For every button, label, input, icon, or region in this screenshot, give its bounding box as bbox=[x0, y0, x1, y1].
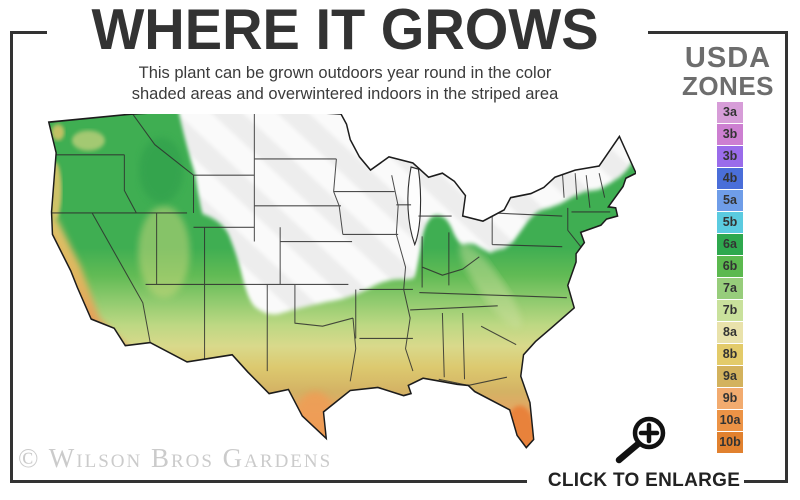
legend-zone-chip-6b: 6b bbox=[717, 256, 743, 277]
legend-zone-chip-9b: 9b bbox=[717, 388, 743, 409]
legend-title-zones: ZONES bbox=[681, 71, 775, 101]
legend-zone-chip-10b: 10b bbox=[717, 432, 743, 453]
legend-zone-chip-5b: 5b bbox=[717, 212, 743, 233]
click-to-enlarge-button[interactable]: CLICK TO ENLARGE bbox=[547, 470, 741, 491]
frame-border-right bbox=[785, 31, 788, 483]
subtitle: This plant can be grown outdoors year ro… bbox=[0, 63, 690, 105]
subtitle-line-2: shaded areas and overwintered indoors in… bbox=[131, 85, 559, 103]
california-coast-shading bbox=[48, 205, 134, 357]
legend-zone-chip-7b: 7b bbox=[717, 300, 743, 321]
legend-zone-chip-9a: 9a bbox=[717, 366, 743, 387]
legend-zone-chip-3b: 3b bbox=[717, 124, 743, 145]
legend-zone-chip-8b: 8b bbox=[717, 344, 743, 365]
legend-zone-chip-8a: 8a bbox=[717, 322, 743, 343]
frame-border-top-right bbox=[648, 31, 788, 34]
page-title: WHERE IT GROWS bbox=[91, 0, 599, 62]
frame-border-bottom-left bbox=[10, 480, 527, 483]
legend-zone-chip-5a: 5a bbox=[717, 190, 743, 211]
legend-zone-chip-7a: 7a bbox=[717, 278, 743, 299]
frame-border-bottom-right bbox=[744, 480, 788, 483]
legend-zone-chip-6a: 6a bbox=[717, 234, 743, 255]
frame-border-left bbox=[10, 31, 13, 483]
watermark: © Wilson Bros Gardens bbox=[18, 443, 333, 473]
legend-zone-chip-3b: 3b bbox=[717, 146, 743, 167]
zoom-in-magnifier-icon[interactable] bbox=[602, 406, 674, 468]
frame-border-top-left bbox=[10, 31, 47, 34]
usda-zone-legend: 3a 3b 3b 4b 5a 5b 6a 6b 7a 7b 8a 8b 9a 9b 10a 10b bbox=[717, 102, 743, 454]
legend-title-usda: USDA bbox=[684, 42, 772, 74]
legend-zone-chip-10a: 10a bbox=[717, 410, 743, 431]
legend-zone-chip-3a: 3a bbox=[717, 102, 743, 123]
state-borders bbox=[49, 114, 611, 386]
legend-title: USDA ZONES bbox=[672, 44, 784, 100]
subtitle-line-1: This plant can be grown outdoors year ro… bbox=[138, 64, 552, 82]
us-zone-map[interactable] bbox=[46, 114, 636, 466]
lake-michigan bbox=[407, 166, 422, 247]
legend-zone-chip-4b: 4b bbox=[717, 168, 743, 189]
